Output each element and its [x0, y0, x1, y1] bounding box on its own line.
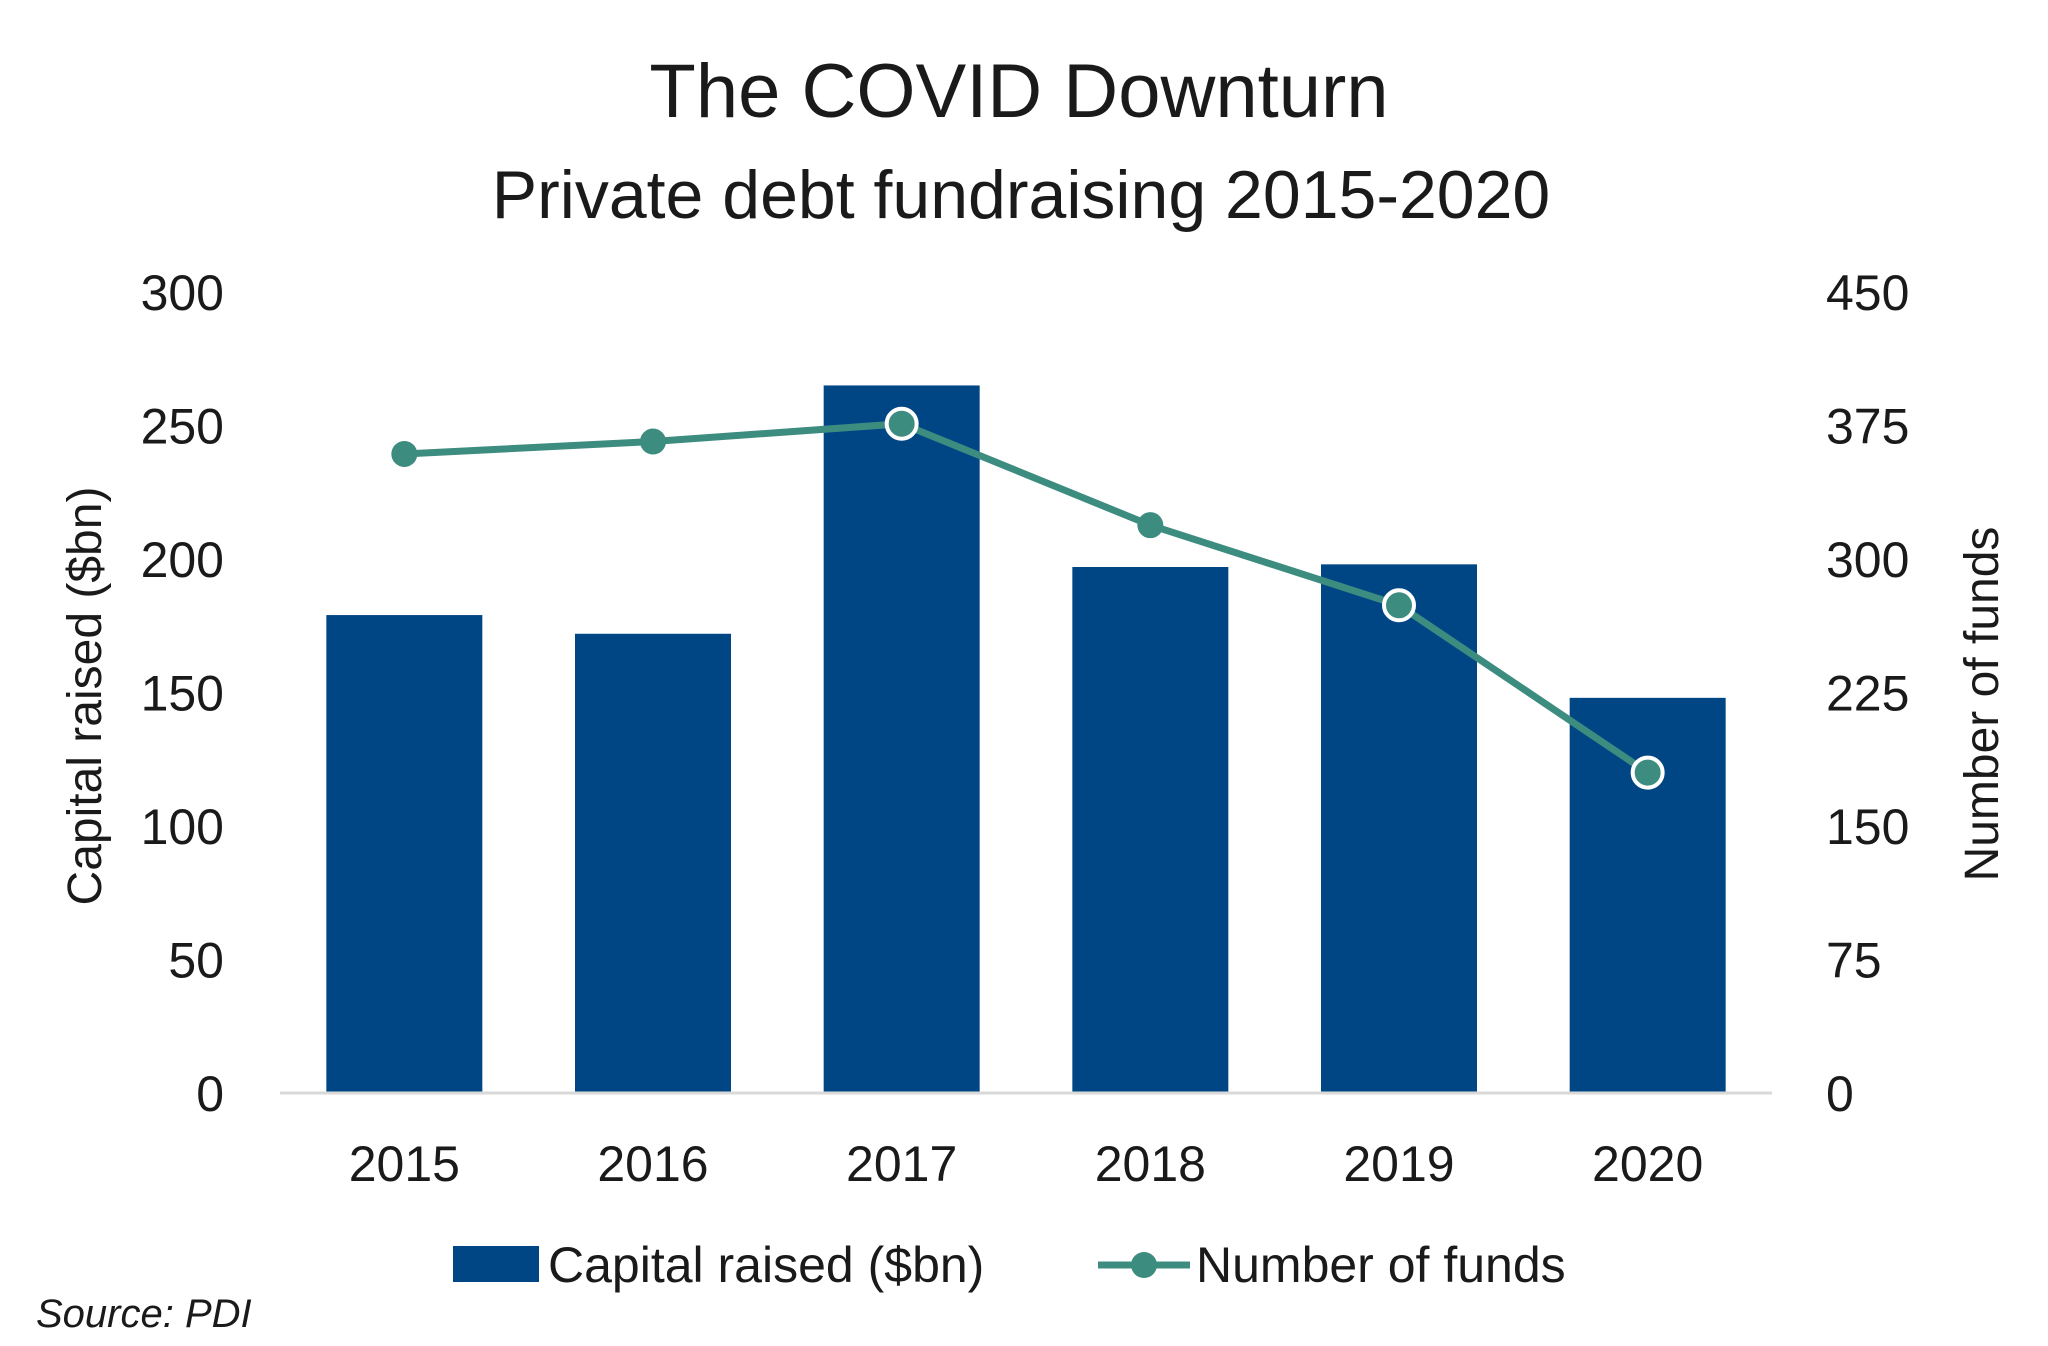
bar-2018 [1072, 567, 1229, 1093]
y-tick-right-label: 150 [1826, 799, 1909, 855]
line-layer [391, 406, 1665, 790]
y-tick-left-label: 300 [141, 265, 224, 321]
y-tick-left-label: 50 [168, 933, 224, 989]
y-axis-left-ticks: 0 50 100 150 200 250 300 [141, 265, 224, 1122]
y-tick-right-label: 450 [1826, 265, 1909, 321]
y-tick-right-label: 225 [1826, 666, 1909, 722]
bar-2015 [326, 615, 483, 1093]
legend-swatch-capital-raised [453, 1246, 539, 1282]
point-number-of-funds-2015 [391, 440, 418, 467]
x-tick-label: 2016 [597, 1136, 708, 1192]
y-tick-left-label: 200 [141, 532, 224, 588]
y-tick-left-label: 0 [196, 1066, 224, 1122]
bar-2016 [575, 633, 731, 1093]
y-tick-right-label: 75 [1826, 933, 1882, 989]
source-note: Source: PDI [36, 1292, 252, 1336]
y-tick-right-label: 375 [1826, 399, 1909, 455]
y-tick-left-label: 100 [141, 799, 224, 855]
x-tick-label: 2020 [1592, 1136, 1703, 1192]
point-number-of-funds-2020 [1630, 755, 1665, 790]
x-tick-label: 2017 [846, 1136, 957, 1192]
y-axis-left-label: Capital raised ($bn) [59, 487, 112, 906]
y-tick-left-label: 250 [141, 399, 224, 455]
x-axis-ticks: 2015 2016 2017 2018 2019 2020 [349, 1136, 1704, 1192]
bar-2019 [1321, 564, 1477, 1093]
y-axis-right-ticks: 0 75 150 225 300 375 450 [1826, 265, 1909, 1122]
point-number-of-funds-2018 [1137, 512, 1164, 539]
bar-2017 [823, 385, 980, 1093]
line-number-of-funds [400, 420, 1652, 777]
legend-label-number-of-funds: Number of funds [1196, 1237, 1566, 1293]
legend-marker-number-of-funds [1131, 1252, 1157, 1278]
point-number-of-funds-2019 [1382, 588, 1416, 623]
y-tick-right-label: 0 [1826, 1066, 1854, 1122]
chart-subtitle: Private debt fundraising 2015-2020 [492, 157, 1551, 233]
chart-title: The COVID Downturn [649, 49, 1388, 134]
y-axis-right-label: Number of funds [1956, 527, 2009, 882]
y-tick-left-label: 150 [141, 666, 224, 722]
x-tick-label: 2019 [1343, 1136, 1454, 1192]
x-tick-label: 2018 [1095, 1136, 1206, 1192]
point-number-of-funds-2017 [884, 406, 919, 441]
legend-label-capital-raised: Capital raised ($bn) [548, 1237, 984, 1293]
legend: Capital raised ($bn) Number of funds [453, 1237, 1566, 1293]
x-tick-label: 2015 [349, 1136, 460, 1192]
point-number-of-funds-2016 [640, 428, 666, 455]
y-tick-right-label: 300 [1826, 532, 1909, 588]
bars-layer [326, 385, 1726, 1093]
